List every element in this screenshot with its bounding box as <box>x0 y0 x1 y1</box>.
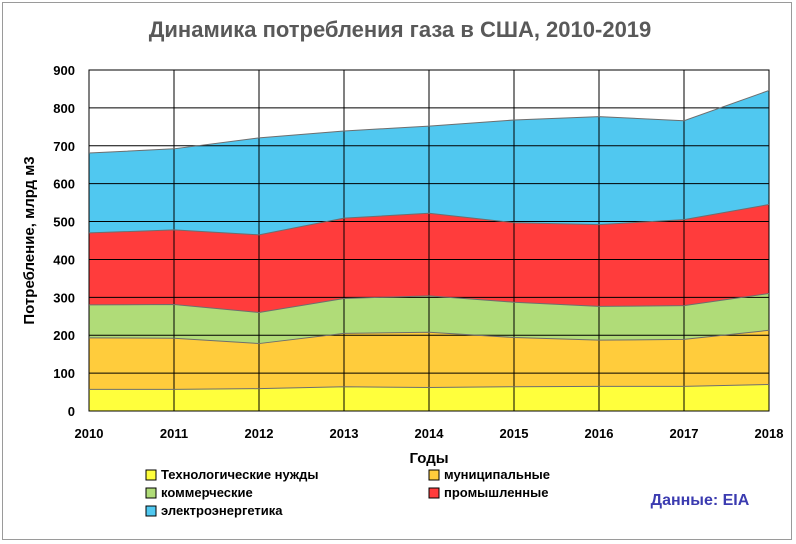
x-tick-label-2: 2012 <box>245 426 274 441</box>
series-outline-2 <box>88 329 770 345</box>
legend-swatch-4 <box>428 487 440 499</box>
x-axis-label: Годы <box>409 450 448 467</box>
x-tick-label-1: 2011 <box>160 426 188 441</box>
series-outlines <box>88 89 770 390</box>
x-axis-ticks: 2010 2011 2012 2013 2014 2015 2016 2017 2018 <box>75 426 784 441</box>
series-outline-4 <box>88 204 770 236</box>
legend-swatch-1 <box>145 469 157 481</box>
x-tick-label-8: 2018 <box>755 426 784 441</box>
legend-label-1: Технологические нужды <box>161 467 318 482</box>
y-tick-label-3: 300 <box>53 290 75 305</box>
chart-title: Динамика потребления газа в США, 2010-20… <box>149 17 652 42</box>
y-tick-label-8: 800 <box>53 101 75 116</box>
y-tick-label-2: 200 <box>53 328 75 343</box>
chart: Динамика потребления газа в США, 2010-20… <box>21 17 784 518</box>
y-axis-label: Потребление, млрд м3 <box>21 156 38 324</box>
y-tick-label-5: 500 <box>53 215 75 230</box>
series-outline-5 <box>88 89 770 154</box>
x-tick-label-7: 2017 <box>670 426 699 441</box>
x-tick-label-0: 2010 <box>75 426 104 441</box>
y-tick-label-0: 0 <box>68 404 75 419</box>
y-axis-ticks: 0 100 200 300 400 500 600 700 800 900 <box>53 63 75 419</box>
y-tick-label-9: 900 <box>53 63 75 78</box>
x-tick-label-5: 2015 <box>500 426 529 441</box>
y-tick-label-4: 400 <box>53 252 75 267</box>
grid-lines <box>88 69 770 412</box>
x-tick-label-4: 2014 <box>415 426 445 441</box>
legend-label-2: муниципальные <box>444 467 550 482</box>
series-outline-3 <box>88 293 770 313</box>
source-note: Данные: EIA <box>651 492 750 509</box>
legend-label-5: электроэнергетика <box>161 503 283 518</box>
series-outline-1 <box>89 383 770 390</box>
legend-label-4: промышленные <box>444 485 548 500</box>
y-tick-label-6: 600 <box>53 177 75 192</box>
x-tick-label-6: 2016 <box>585 426 614 441</box>
legend-swatch-3 <box>145 487 157 499</box>
y-tick-label-1: 100 <box>53 366 75 381</box>
x-tick-label-3: 2013 <box>330 426 359 441</box>
legend-swatch-2 <box>428 469 440 481</box>
legend: Технологические нужды муниципальные коммер… <box>145 467 550 518</box>
y-tick-label-7: 700 <box>53 139 75 154</box>
legend-label-3: коммерческие <box>161 485 253 500</box>
legend-swatch-5 <box>145 505 157 517</box>
